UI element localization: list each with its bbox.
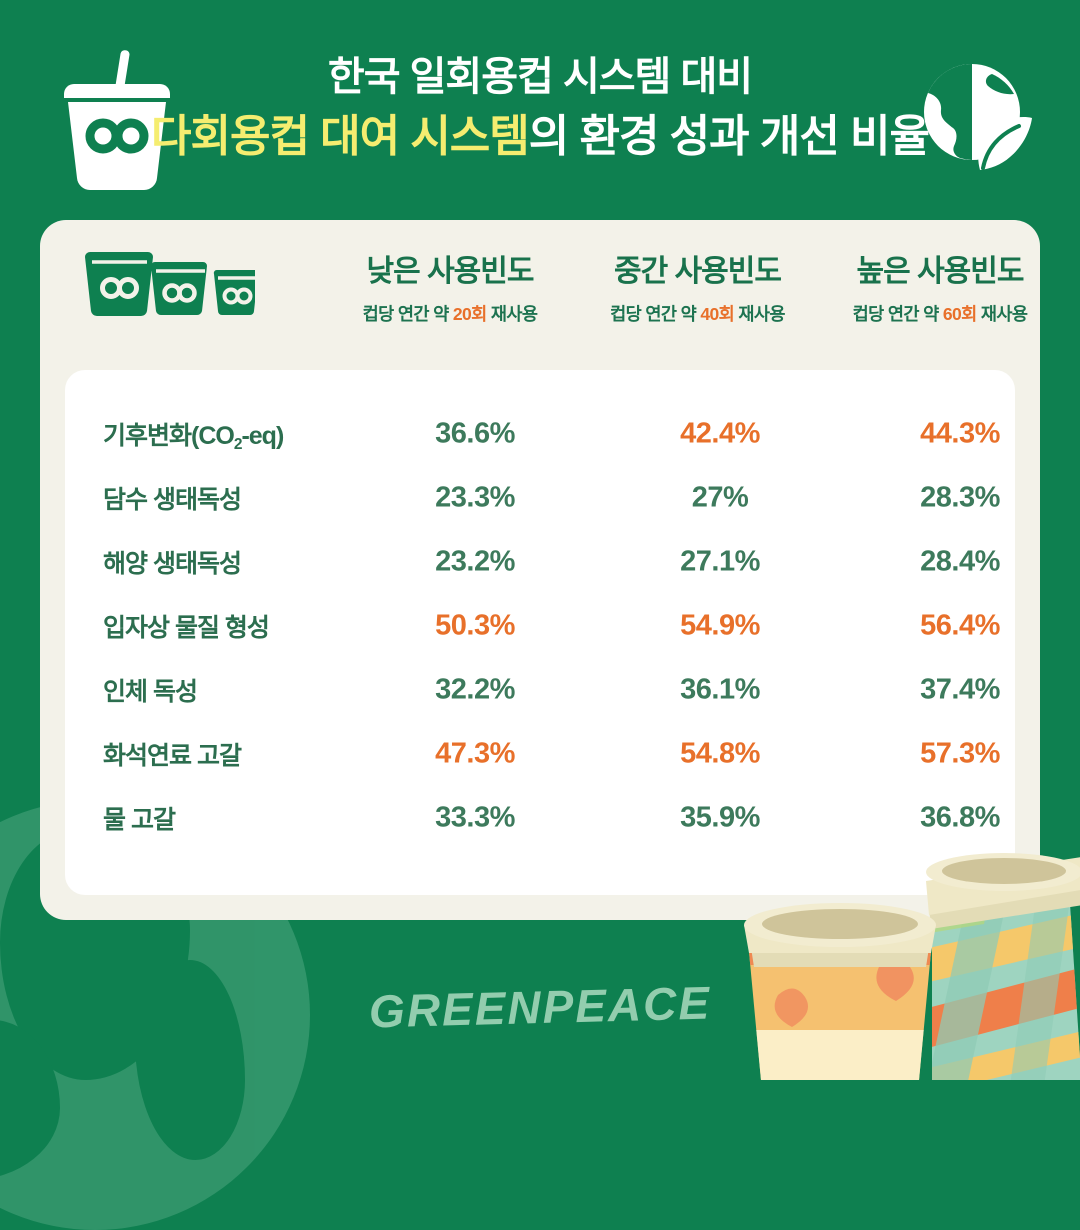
row-value-col2: 36.1% (680, 673, 760, 706)
column-sub-suffix: 재사용 (486, 304, 538, 324)
row-value-col2: 27% (691, 481, 749, 514)
page-title-rest: 의 환경 성과 개선 비율 (528, 112, 930, 161)
row-value-col1: 32.2% (435, 673, 515, 706)
column-sub-number: 20회 (452, 304, 487, 324)
reusable-cup-infinity-icon (64, 50, 170, 191)
column-header-low-frequency: 낮은 사용빈도 컵당 연간 약 20회 재사용 (300, 246, 600, 326)
row-value-col3: 28.3% (920, 481, 1000, 514)
column-title: 낮은 사용빈도 (366, 255, 535, 288)
table-row: 물 고갈 33.3% 35.9% 36.8% (65, 786, 1015, 850)
row-value-col1: 36.6% (435, 417, 515, 450)
row-label: 입자상 물질 형성 (103, 614, 270, 642)
column-sub-suffix: 재사용 (976, 304, 1028, 324)
column-header-medium-frequency: 중간 사용빈도 컵당 연간 약 40회 재사용 (560, 246, 835, 326)
page-title-line1: 한국 일회용컵 시스템 대비 (327, 55, 753, 99)
column-sub-prefix: 컵당 연간 약 (852, 304, 943, 324)
row-value-col1: 23.3% (435, 481, 515, 514)
row-value-col3: 28.4% (920, 545, 1000, 578)
row-value-col3: 56.4% (920, 609, 1000, 642)
row-value-col2: 35.9% (680, 801, 760, 834)
column-sub-prefix: 컵당 연간 약 (362, 304, 453, 324)
row-label: 기후변화(CO2-eq) (103, 422, 284, 453)
page-header: 한국 일회용컵 시스템 대비 다회용컵 대여 시스템의 환경 성과 개선 비율 (0, 0, 1080, 218)
row-label: 담수 생태독성 (103, 486, 242, 514)
table-row: 입자상 물질 형성 50.3% 54.9% 56.4% (65, 594, 1015, 658)
column-subtitle: 컵당 연간 약 60회 재사용 (800, 301, 1080, 326)
table-row: 인체 독성 32.2% 36.1% 37.4% (65, 658, 1015, 722)
row-value-col3: 57.3% (920, 737, 1000, 770)
column-sub-prefix: 컵당 연간 약 (610, 304, 701, 324)
row-value-col2: 27.1% (680, 545, 760, 578)
row-value-col2: 42.4% (680, 417, 760, 450)
row-label: 인체 독성 (103, 678, 198, 706)
row-value-col2: 54.9% (680, 609, 760, 642)
row-value-col3: 36.8% (920, 801, 1000, 834)
column-sub-suffix: 재사용 (734, 304, 785, 324)
row-label: 해양 생태독성 (103, 550, 242, 578)
table-body: 기후변화(CO2-eq) 36.6% 42.4% 44.3% 담수 생태독성 23.3% 2… (65, 370, 1015, 895)
column-title: 높은 사용빈도 (856, 255, 1025, 288)
row-value-col3: 37.4% (920, 673, 1000, 706)
row-value-col1: 50.3% (435, 609, 515, 642)
table-row: 해양 생태독성 23.2% 27.1% 28.4% (65, 530, 1015, 594)
row-value-col3: 44.3% (920, 417, 1000, 450)
column-subtitle: 컵당 연간 약 20회 재사용 (300, 301, 600, 326)
column-subtitle: 컵당 연간 약 40회 재사용 (560, 301, 835, 326)
two-reusable-coffee-cups-illustration (744, 853, 1080, 1080)
table-row: 화석연료 고갈 47.3% 54.8% 57.3% (65, 722, 1015, 786)
row-label: 화석연료 고갈 (103, 742, 242, 770)
table-row: 기후변화(CO2-eq) 36.6% 42.4% 44.3% (65, 402, 1015, 466)
globe-leaf-icon (924, 64, 1032, 170)
column-header-high-frequency: 높은 사용빈도 컵당 연간 약 60회 재사용 (800, 246, 1080, 326)
title-block: 한국 일회용컵 시스템 대비 다회용컵 대여 시스템의 환경 성과 개선 비율 (0, 52, 1080, 165)
data-card: 낮은 사용빈도 컵당 연간 약 20회 재사용 중간 사용빈도 컵당 연간 약 … (40, 220, 1040, 920)
row-value-col1: 33.3% (435, 801, 515, 834)
row-value-col2: 54.8% (680, 737, 760, 770)
table-row: 담수 생태독성 23.3% 27% 28.3% (65, 466, 1015, 530)
column-title: 중간 사용빈도 (614, 255, 782, 288)
column-sub-number: 40회 (700, 304, 735, 324)
page-title-highlight: 다회용컵 대여 시스템 (151, 112, 530, 161)
page-title-line2: 다회용컵 대여 시스템의 환경 성과 개선 비율 (0, 108, 1080, 165)
column-sub-number: 60회 (942, 304, 977, 324)
row-value-col1: 23.2% (435, 545, 515, 578)
table-header: 낮은 사용빈도 컵당 연간 약 20회 재사용 중간 사용빈도 컵당 연간 약 … (40, 220, 1040, 370)
row-value-col1: 47.3% (435, 737, 515, 770)
three-reusable-cups-icon (85, 252, 255, 317)
row-label: 물 고갈 (103, 806, 176, 834)
